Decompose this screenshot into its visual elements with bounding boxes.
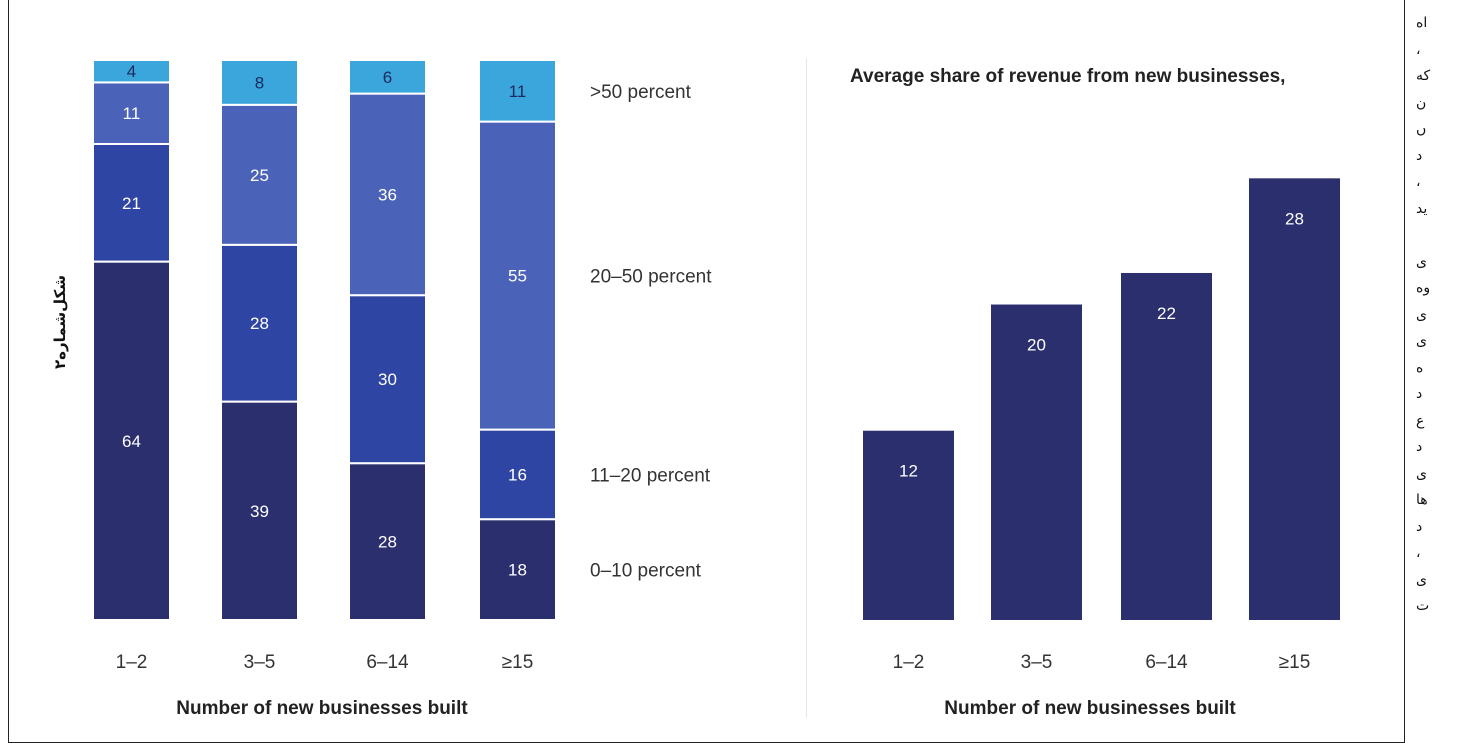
stacked-bar-segment: [478, 59, 557, 123]
stacked-bar-chart: 64 21 11 4 1–2 39 28 25 8 3–5 28 30 36 6 6–14 18 16 55 11 ≥…: [92, 59, 712, 719]
side-text-line: وه: [1416, 280, 1431, 296]
segment-value-label: 4: [127, 62, 136, 81]
stacked-bar-segment: [220, 400, 299, 621]
segment-value-label: 55: [508, 267, 527, 286]
side-text-line: د: [1416, 439, 1423, 455]
stacked-bar-segment: [348, 294, 427, 465]
side-text-line: ،: [1416, 174, 1421, 190]
segment-value-label: 16: [508, 465, 527, 484]
side-text-line: ،: [1416, 41, 1421, 58]
revenue-share-bar-chart-svg: 12 1–2 20 3–5 22 6–14 28 ≥15 Average share of re…: [850, 66, 1340, 719]
bar-value-label: 28: [1285, 209, 1304, 228]
bar-value-label: 20: [1027, 336, 1046, 355]
segment-value-label: 30: [378, 370, 397, 389]
legend-label: 11–20 percent: [590, 465, 711, 486]
side-text-line: د: [1416, 518, 1423, 535]
stacked-bar-segment: [478, 428, 557, 521]
stacked-bar-segment: [220, 243, 299, 403]
side-text-line: ه: [1416, 359, 1424, 376]
revenue-share-bar-chart: 12 1–2 20 3–5 22 6–14 28 ≥15 Average share of re…: [800, 0, 1410, 738]
side-text-line: ی: [1416, 253, 1427, 270]
side-text-line: ی: [1416, 306, 1427, 323]
legend-label: 0–10 percent: [590, 561, 702, 582]
x-tick-label: 1–2: [893, 652, 925, 673]
segment-value-label: 18: [508, 561, 527, 580]
segment-value-label: 8: [255, 73, 264, 92]
side-text-line: [1416, 222, 1457, 249]
x-tick-label: 3–5: [244, 652, 276, 673]
side-text-line: ی: [1416, 333, 1427, 349]
x-axis-title: Number of new businesses built: [176, 698, 468, 719]
stacked-bar-segment: [220, 103, 299, 246]
side-text-line: ی: [1416, 571, 1427, 588]
stacked-bar-segment: [478, 518, 557, 622]
segment-value-label: 28: [378, 533, 397, 552]
side-text-line: ید: [1416, 200, 1428, 217]
bar-value-label: 22: [1157, 304, 1176, 323]
side-text-column: اه ، که ن ں د ، ید ی وه ی ی ه د ع د ی ها د ، ی ت: [1416, 10, 1457, 738]
side-text-line: ں: [1416, 121, 1427, 137]
stacked-bar-segment: [92, 143, 171, 263]
segment-value-label: 36: [378, 185, 397, 204]
x-tick-label: 6–14: [366, 652, 409, 673]
segment-value-label: 25: [250, 166, 269, 185]
x-axis-title: Number of new businesses built: [944, 698, 1236, 719]
side-text-line: ع: [1416, 412, 1425, 429]
bar: [1121, 272, 1212, 620]
bar-value-label: 12: [899, 462, 918, 481]
bar: [863, 430, 954, 620]
x-tick-label: 6–14: [1145, 652, 1188, 673]
side-text-line: د: [1416, 386, 1423, 402]
segment-value-label: 64: [122, 432, 141, 451]
x-tick-label: ≥15: [1279, 652, 1311, 673]
stacked-bar-chart-svg: 64 21 11 4 1–2 39 28 25 8 3–5 28 30 36 6 6–14 18 16 55 11 ≥…: [92, 59, 712, 719]
stacked-bar-segment: [348, 462, 427, 622]
segment-value-label: 11: [509, 82, 527, 101]
chart-divider: [806, 58, 807, 718]
legend-label: >50 percent: [590, 82, 692, 103]
side-text-line: ،: [1416, 545, 1421, 561]
side-text-line: ن: [1416, 94, 1427, 111]
segment-value-label: 21: [122, 194, 141, 213]
bar: [991, 304, 1082, 620]
side-text-line: ها: [1416, 492, 1428, 508]
stacked-bar-segment: [348, 59, 427, 95]
legend-label: 20–50 percent: [590, 267, 712, 288]
stacked-bar-segment: [220, 59, 299, 106]
x-tick-label: 3–5: [1021, 652, 1053, 673]
bar: [1249, 178, 1340, 621]
x-tick-label: ≥15: [502, 652, 534, 673]
side-text-line: ی: [1416, 465, 1427, 482]
stacked-bar-segment: [92, 260, 171, 621]
side-text-line: که: [1416, 68, 1431, 84]
segment-value-label: 39: [250, 502, 269, 521]
x-tick-label: 1–2: [116, 652, 148, 673]
segment-value-label: 6: [383, 68, 392, 87]
segment-value-label: 28: [250, 314, 269, 333]
side-text-line: ت: [1416, 598, 1430, 614]
side-text-line: اه: [1416, 15, 1428, 31]
side-text-line: د: [1416, 147, 1423, 164]
chart-title: Average share of revenue from new busine…: [850, 66, 1285, 87]
stacked-bar-segment: [92, 59, 171, 84]
segment-value-label: 11: [123, 104, 141, 123]
